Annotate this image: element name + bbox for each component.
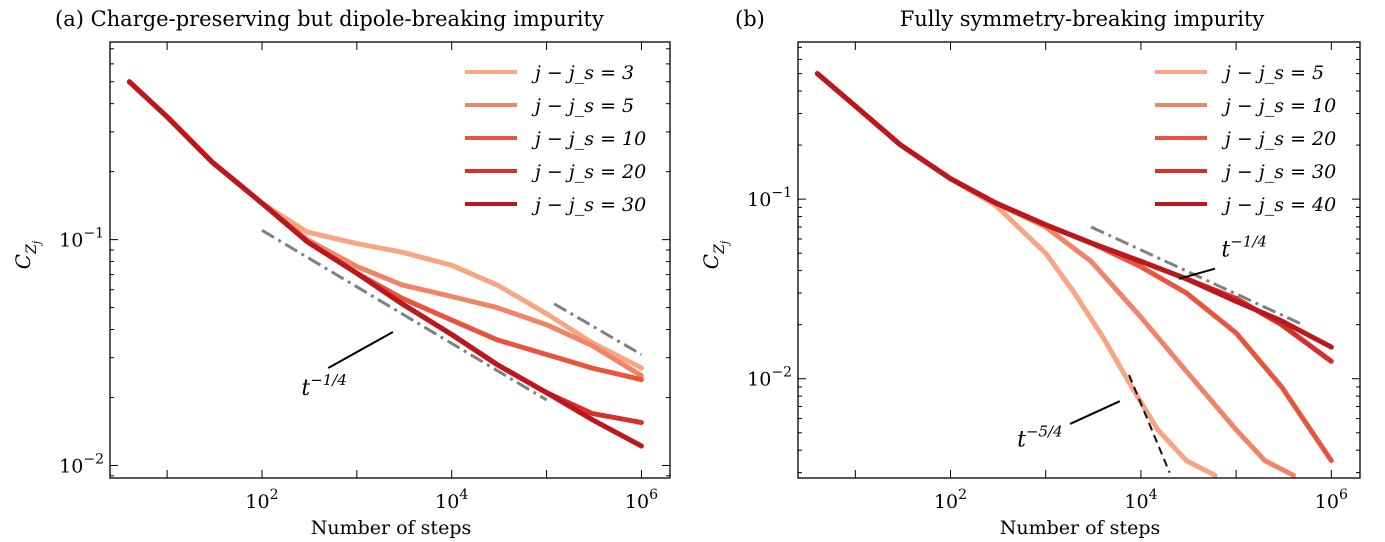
pb-x-tick-label-3: 106: [1315, 487, 1348, 513]
pb-y-tick-label-1: 10−1: [747, 185, 792, 211]
pa-x-tick-label-1: 102: [245, 487, 278, 513]
pb-x-tick-label-1: 102: [934, 487, 967, 513]
pb-annotation-pointer-1: [1178, 267, 1216, 280]
pb-legend-label-1: j − j_s = 5: [1221, 62, 1324, 84]
pa-plot-frame: [109, 41, 671, 479]
pb-legend-label-4: j − j_s = 30: [1221, 161, 1336, 183]
pb-series-line-5: [814, 71, 1334, 350]
pa-y-tick-label-2: 10−2: [59, 451, 104, 477]
pa-guide-line-1: [261, 228, 548, 402]
pa-legend-label-3: j − j_s = 10: [531, 128, 646, 150]
panel-a-y-axis-label: CZj: [11, 240, 43, 269]
pb-legend-label-5: j − j_s = 40: [1221, 194, 1336, 216]
pb-guide-line-2: [1128, 374, 1171, 474]
pa-x-tick-label-2: 104: [435, 487, 468, 513]
pb-legend-label-2: j − j_s = 10: [1221, 95, 1336, 117]
pa-x-tick-label-3: 106: [625, 487, 658, 513]
pa-legend-label-4: j − j_s = 20: [531, 161, 646, 183]
panel-a-title: (a) Charge-preserving but dipole-breakin…: [55, 7, 604, 31]
pa-annotation-1: t−1/4: [301, 371, 347, 401]
panel-b-label: (b): [735, 7, 765, 31]
panel-b-y-axis-label: CZj: [699, 240, 731, 269]
pb-annotation-2: t−5/4: [1017, 422, 1063, 452]
pb-x-tick-label-2: 104: [1124, 487, 1157, 513]
pa-legend-label-1: j − j_s = 3: [531, 62, 634, 84]
pa-series-line-5: [126, 79, 644, 449]
pa-legend-label-2: j − j_s = 5: [531, 95, 634, 117]
pb-annotation-pointer-2: [1069, 400, 1121, 425]
pa-guide-line-2: [553, 302, 643, 356]
panel-b: (b) Fully symmetry-breaking impurity t−1…: [699, 7, 1361, 539]
pb-y-tick-label-2: 10−2: [747, 365, 792, 391]
panel-a: (a) Charge-preserving but dipole-breakin…: [11, 7, 671, 539]
pb-plot-frame: [797, 41, 1361, 479]
panel-a-x-axis-label: Number of steps: [311, 517, 471, 539]
pa-series-line-1: [126, 79, 644, 371]
panel-b-title: Fully symmetry-breaking impurity: [900, 7, 1265, 31]
pb-legend-label-3: j − j_s = 20: [1221, 128, 1336, 150]
pb-annotation-1: t−1/4: [1221, 232, 1267, 262]
pa-series-line-2: [126, 79, 644, 379]
pb-guide-line-1: [1090, 225, 1304, 327]
pa-y-tick-label-1: 10−1: [59, 226, 104, 252]
pa-legend-label-5: j − j_s = 30: [531, 194, 646, 216]
panel-b-x-axis-label: Number of steps: [1000, 517, 1160, 539]
pa-annotation-pointer-1: [327, 331, 394, 369]
